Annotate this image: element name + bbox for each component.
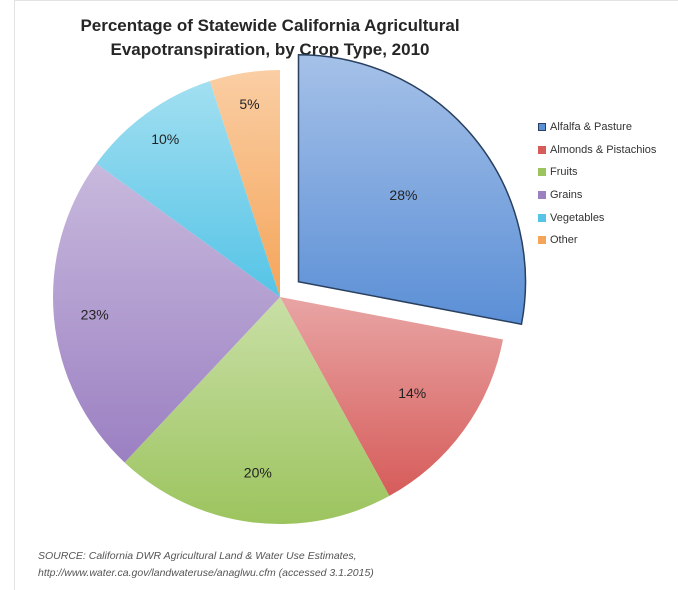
legend-label-other: Other [550, 234, 578, 247]
data-label-alfalfa-pasture: 28% [389, 187, 417, 203]
data-label-grains: 23% [81, 307, 109, 323]
pie-slice-grains [53, 163, 281, 463]
legend-item-almonds-pistachios: Almonds & Pistachios [538, 139, 656, 162]
legend-label-vegetables: Vegetables [550, 211, 605, 224]
legend-item-vegetables: Vegetables [538, 206, 656, 229]
legend-swatch-fruits [538, 168, 546, 177]
data-label-fruits: 20% [244, 465, 272, 481]
legend-swatch-alfalfa-pasture [538, 123, 546, 132]
chart-title-line-2: Evapotranspiration, by Crop Type, 2010 [110, 40, 430, 59]
data-label-vegetables: 10% [151, 131, 179, 147]
legend-swatch-almonds-pistachios [538, 145, 546, 154]
legend-swatch-vegetables [538, 213, 546, 222]
pie-slice-almonds-pistachios [280, 297, 503, 496]
legend-label-almonds-pistachios: Almonds & Pistachios [550, 143, 657, 156]
legend: Alfalfa & Pasture Almonds & Pistachios Fru… [538, 116, 656, 252]
legend-item-alfalfa-pasture: Alfalfa & Pasture [538, 116, 656, 139]
legend-label-fruits: Fruits [550, 166, 578, 179]
source-line-1: SOURCE: California DWR Agricultural Land… [38, 550, 357, 562]
legend-item-grains: Grains [538, 184, 656, 207]
pie-slice-vegetables [96, 81, 280, 297]
pie-slice-alfalfa-pasture [297, 53, 527, 326]
legend-label-grains: Grains [550, 189, 583, 202]
chart-frame [14, 0, 678, 590]
legend-swatch-other [538, 236, 546, 245]
legend-item-fruits: Fruits [538, 161, 656, 184]
chart-title: Percentage of Statewide California Agric… [60, 14, 480, 62]
legend-label-alfalfa-pasture: Alfalfa & Pasture [550, 121, 632, 134]
source-note: SOURCE: California DWR Agricultural Land… [38, 548, 374, 582]
chart-title-line-1: Percentage of Statewide California Agric… [80, 16, 460, 35]
legend-swatch-grains [538, 191, 546, 200]
data-label-almonds-pistachios: 14% [398, 385, 426, 401]
pie-slice-fruits [124, 297, 390, 524]
data-label-other: 5% [239, 96, 259, 112]
source-line-2: http://www.water.ca.gov/landwateruse/ana… [38, 567, 374, 579]
pie-slice-other [209, 70, 280, 297]
legend-item-other: Other [538, 229, 656, 252]
